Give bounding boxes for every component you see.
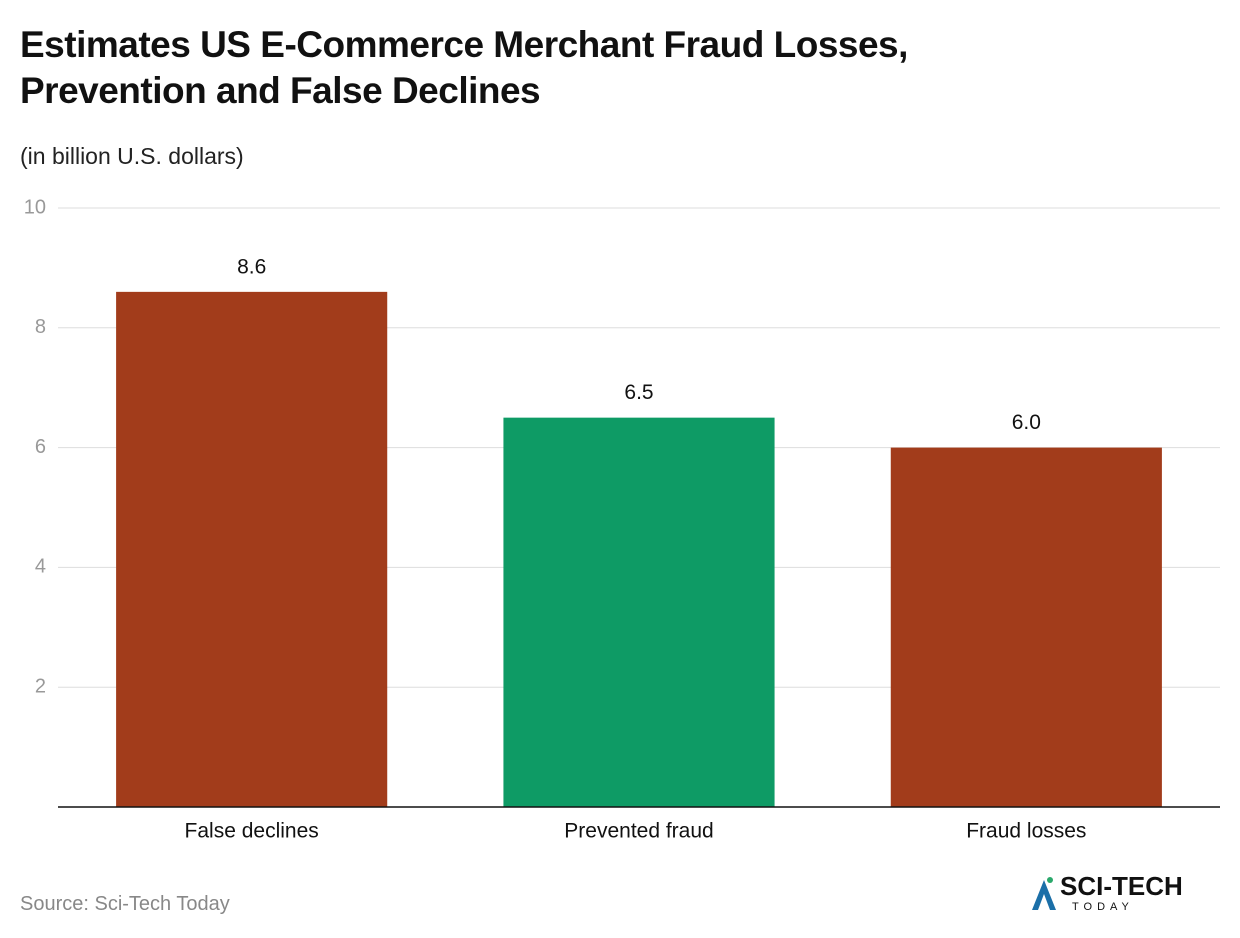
value-label: 8.6: [237, 255, 266, 278]
x-tick-label: Fraud losses: [966, 820, 1086, 843]
value-label: 6.0: [1012, 411, 1041, 434]
bar: [116, 291, 388, 807]
logo-icon: [1032, 880, 1056, 910]
logo: SCI-TECH TODAY: [1032, 872, 1183, 912]
y-tick-label: 2: [35, 675, 46, 697]
y-tick-label: 10: [24, 196, 46, 218]
logo-icon: [1047, 877, 1053, 883]
y-tick-label: 4: [35, 556, 46, 578]
logo-name: SCI-TECH: [1060, 872, 1183, 901]
x-tick-label: Prevented fraud: [564, 820, 713, 843]
x-tick-label: False declines: [185, 820, 319, 843]
chart-title: Estimates US E-Commerce Merchant Fraud L…: [20, 24, 908, 111]
chart-subtitle: (in billion U.S. dollars): [20, 143, 244, 169]
value-label: 6.5: [624, 381, 653, 404]
bar: [503, 417, 775, 807]
y-tick-label: 8: [35, 316, 46, 338]
y-tick-label: 6: [35, 436, 46, 458]
source: Source: Sci-Tech Today: [20, 893, 230, 915]
bar: [890, 447, 1162, 807]
chart: 2 4 6 8 10 8.6 False declines 6.5 Prevented frau…: [24, 196, 1220, 843]
logo-tagline: TODAY: [1072, 901, 1134, 912]
